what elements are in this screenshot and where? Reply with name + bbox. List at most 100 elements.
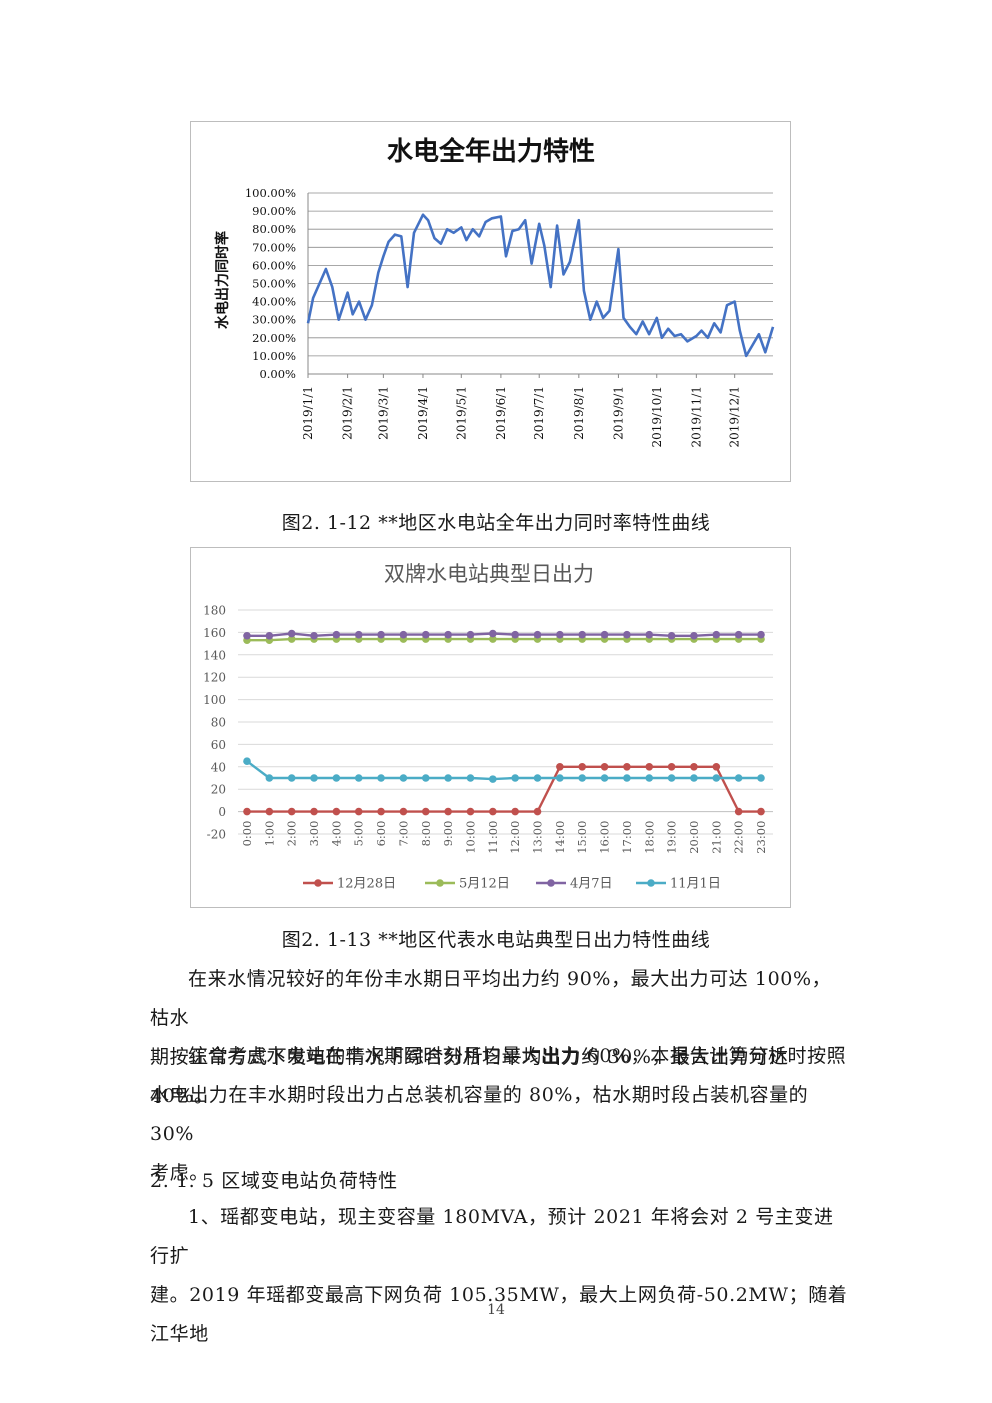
data-point — [287, 635, 296, 643]
y-tick-label: 180 — [203, 604, 226, 618]
y-tick-label: 70.00% — [252, 240, 296, 254]
typical-daily-output-chart: 双牌水电站典型日出力 -20 0 20 40 60 80 100 120 140 160 180 0… — [190, 547, 791, 908]
data-point — [377, 807, 385, 816]
grid-lines — [307, 192, 773, 375]
data-point — [533, 630, 542, 639]
x-tick-label: 11:00 — [486, 821, 500, 854]
data-point — [623, 774, 631, 782]
paragraph-2: 综合考虑水电站在丰水期同时刻月均最大出力 60%，本报告计算分析时按照 水电出力… — [150, 1037, 850, 1193]
legend-swatch-marker — [647, 879, 655, 887]
data-point — [399, 807, 408, 816]
data-point — [645, 763, 654, 771]
data-point — [600, 763, 609, 771]
data-point — [489, 629, 497, 638]
y-tick-label: 140 — [203, 648, 226, 662]
data-point — [466, 807, 475, 816]
data-point — [667, 774, 676, 782]
data-point — [556, 630, 564, 639]
data-point — [623, 630, 631, 639]
y-tick-label: 60 — [211, 738, 226, 752]
data-point — [511, 774, 519, 782]
series-line — [247, 632, 761, 638]
x-tick-label: 7:00 — [396, 821, 410, 847]
legend-swatch-marker — [314, 879, 322, 887]
data-point — [690, 631, 698, 640]
data-point — [444, 807, 452, 816]
y-tick-label: 100 — [203, 693, 226, 707]
data-point — [690, 763, 698, 771]
data-point — [578, 774, 587, 782]
data-point — [243, 757, 251, 765]
annual-output-chart-svg: 水电全年出力特性 水电出力同时率 0.00% 10.00% 20.00% 30.00%… — [214, 136, 775, 448]
legend-item: 5月12日 — [425, 877, 510, 892]
figure-caption-1: 图2. 1-12 **地区水电站全年出力同时率特性曲线 — [281, 512, 711, 534]
y-tick-label: 30.00% — [252, 313, 296, 327]
typical-daily-output-chart-svg: 双牌水电站典型日出力 -20 0 20 40 60 80 100 120 140 160 180 0… — [203, 562, 773, 892]
figure-caption-2: 图2. 1-13 **地区代表水电站典型日出力特性曲线 — [281, 929, 711, 951]
data-point — [578, 763, 587, 771]
grid-lines — [238, 609, 773, 835]
paragraph-2-line-1: 综合考虑水电站在丰水期同时刻月均最大出力 60%，本报告计算分析时按照 — [188, 1045, 847, 1067]
data-point — [310, 631, 318, 640]
legend-item: 11月1日 — [636, 877, 721, 892]
data-point — [645, 630, 654, 639]
paragraph-3-line-2: 建。2019 年瑶都变最高下网负荷 105.35MW，最大上网负荷-50.2MW… — [150, 1284, 848, 1345]
data-point — [310, 807, 318, 816]
legend-label: 4月7日 — [570, 877, 613, 892]
data-point — [667, 763, 676, 771]
data-point — [556, 763, 564, 771]
data-point — [511, 807, 519, 816]
x-tick-label: 4:00 — [329, 821, 343, 847]
x-tick-label: 17:00 — [620, 821, 634, 854]
data-point — [354, 630, 363, 639]
data-point — [399, 774, 408, 782]
y-tick-label: 10.00% — [252, 349, 296, 363]
x-tick-label: 2019/1/1 — [301, 386, 315, 440]
y-tick-labels: 0.00% 10.00% 20.00% 30.00% 40.00% 50.00% 60.00… — [245, 186, 296, 381]
chart-title: 双牌水电站典型日出力 — [384, 562, 594, 586]
x-tick-label: 15:00 — [575, 821, 589, 854]
data-point — [243, 807, 251, 816]
legend-label: 5月12日 — [459, 877, 510, 892]
legend-label: 11月1日 — [670, 877, 721, 892]
data-point — [354, 774, 363, 782]
x-tick-label: 2019/10/1 — [650, 386, 664, 448]
data-point — [600, 630, 609, 639]
x-tick-label: 16:00 — [598, 821, 612, 854]
legend: 12月28日 5月12日 4月7日 11月1日 — [303, 877, 721, 892]
data-point — [332, 630, 341, 639]
x-tick-label: 2019/2/1 — [341, 386, 355, 440]
legend-item: 4月7日 — [536, 877, 613, 892]
data-point — [399, 630, 408, 639]
data-point — [332, 807, 341, 816]
y-tick-label: 80.00% — [252, 222, 296, 236]
data-point — [533, 774, 542, 782]
y-tick-label: 120 — [203, 671, 226, 685]
legend-swatch-marker — [547, 879, 555, 887]
y-tick-label: 20 — [211, 783, 226, 797]
data-point — [667, 631, 676, 640]
data-point — [511, 630, 519, 639]
y-tick-label: -20 — [207, 828, 226, 842]
paragraph-1-line-1: 在来水情况较好的年份丰水期日平均出力约 90%，最大出力可达 100%，枯水 — [150, 968, 832, 1029]
y-tick-label: 80 — [211, 716, 226, 730]
data-point — [421, 807, 430, 816]
paragraph-3: 1、瑶都变电站，现主变容量 180MVA，预计 2021 年将会对 2 号主变进… — [150, 1198, 850, 1354]
y-tick-label: 100.00% — [245, 186, 296, 200]
x-tick-label: 0:00 — [240, 821, 254, 847]
chart-title: 水电全年出力特性 — [387, 136, 595, 167]
data-point — [287, 629, 296, 638]
data-point — [265, 774, 274, 782]
annual-output-chart: 水电全年出力特性 水电出力同时率 0.00% 10.00% 20.00% 30.00%… — [190, 121, 791, 482]
x-tick-label: 9:00 — [441, 821, 455, 847]
x-tick-label: 6:00 — [374, 821, 388, 847]
x-tick-label: 2:00 — [285, 821, 299, 847]
y-tick-labels: -20 0 20 40 60 80 100 120 140 160 180 — [203, 604, 226, 842]
series-12月28日 — [243, 763, 765, 816]
x-tick-label: 23:00 — [754, 821, 768, 854]
data-point — [265, 631, 274, 640]
data-point — [757, 774, 765, 782]
x-tick-label: 10:00 — [463, 821, 477, 854]
x-tick-label: 2019/8/1 — [572, 386, 586, 440]
y-tick-label: 50.00% — [252, 277, 296, 291]
